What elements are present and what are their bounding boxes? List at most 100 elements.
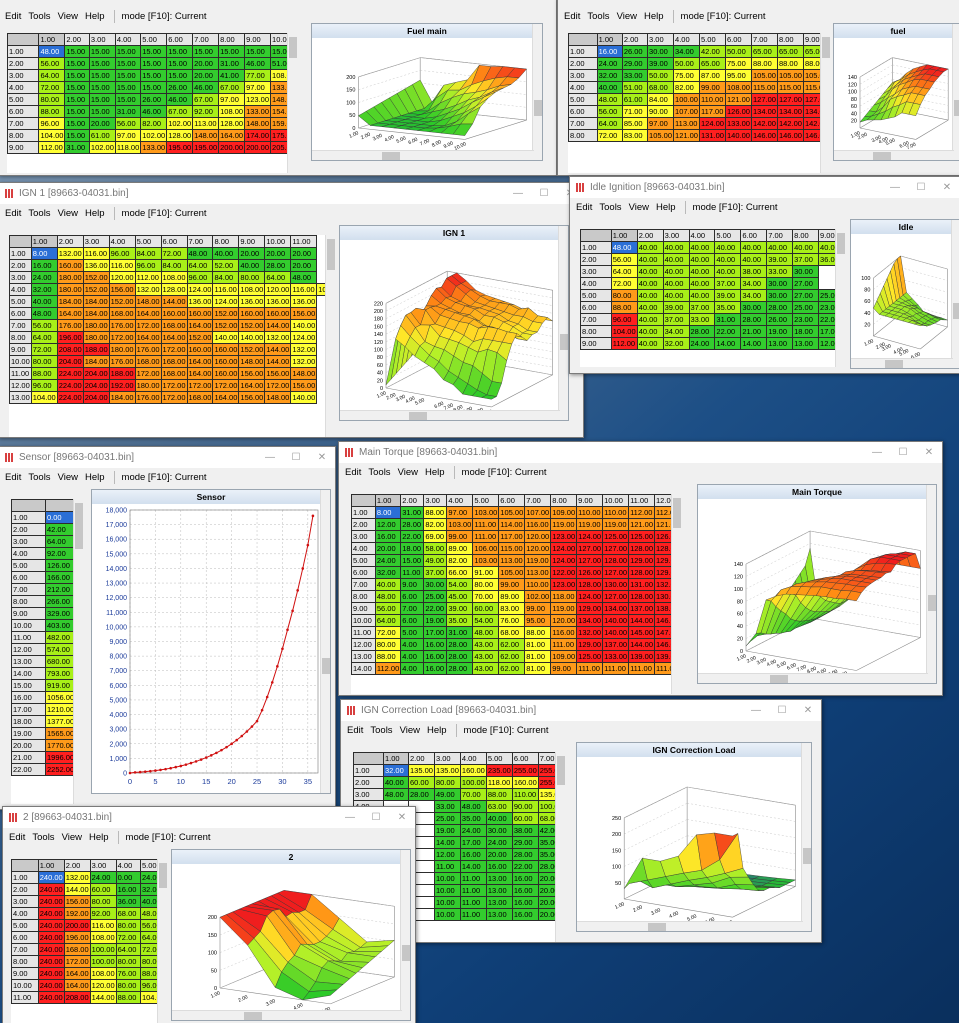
column-header[interactable]: 3.00 xyxy=(647,33,675,46)
column-header[interactable]: 3.00 xyxy=(423,494,448,507)
corner-cell[interactable] xyxy=(11,859,39,872)
table-cell[interactable]: 14.00 xyxy=(714,337,742,350)
row-header[interactable]: 5.00 xyxy=(11,559,46,572)
table-cell[interactable]: 97.00 xyxy=(244,81,272,94)
table-cell[interactable]: 46.00 xyxy=(244,57,272,70)
column-header[interactable]: 1.00 xyxy=(30,235,58,248)
row-header[interactable]: 2.00 xyxy=(11,883,39,896)
table-cell[interactable]: 13.00 xyxy=(485,872,513,885)
minimize-button[interactable]: — xyxy=(345,812,355,823)
table-cell[interactable]: 113.00 xyxy=(524,566,552,579)
table-cell[interactable]: 125.00 xyxy=(602,530,630,543)
table-cell[interactable]: 131.00 xyxy=(699,129,726,142)
window-title-bar[interactable]: IGN Correction Load [89663-04031.bin] — ☐ ✕ xyxy=(341,700,821,721)
table-cell[interactable]: 129.00 xyxy=(576,638,604,651)
table-cell[interactable]: 7.00 xyxy=(400,602,425,615)
row-header[interactable]: 21.00 xyxy=(11,751,46,764)
table-cell[interactable]: 16.00 xyxy=(115,883,141,896)
table-cell[interactable]: 14.00 xyxy=(740,337,768,350)
table-cell[interactable]: 85.00 xyxy=(621,117,649,130)
table-cell[interactable]: 128.00 xyxy=(218,117,246,130)
table-cell[interactable]: 16.00 xyxy=(423,650,448,663)
corner-cell[interactable] xyxy=(7,33,40,46)
table-cell[interactable]: 70.00 xyxy=(472,590,500,603)
table-cell[interactable]: 128.00 xyxy=(602,554,630,567)
table-cell[interactable]: 60.00 xyxy=(511,812,539,825)
table-cell[interactable]: 5.00 xyxy=(400,626,425,639)
column-header[interactable]: 3.00 xyxy=(88,33,116,46)
table-cell[interactable]: 133.00 xyxy=(140,141,168,154)
table-cell[interactable]: 15.00 xyxy=(140,45,168,58)
column-header[interactable]: 2.00 xyxy=(621,33,649,46)
table-cell[interactable]: 110.00 xyxy=(602,506,630,519)
table-cell[interactable]: 46.00 xyxy=(140,105,168,118)
table-cell[interactable]: 135.00 xyxy=(408,764,435,777)
table-cell[interactable]: 62.00 xyxy=(498,650,526,663)
table-cell[interactable]: 152.00 xyxy=(186,331,214,344)
table-cell[interactable]: 200.00 xyxy=(218,141,246,154)
row-header[interactable]: 6.00 xyxy=(568,105,598,118)
table-cell[interactable]: 152.00 xyxy=(212,307,240,320)
menu-tools[interactable]: Tools xyxy=(599,201,622,213)
chart-vertical-scrollbar[interactable] xyxy=(400,850,410,1020)
row-header[interactable]: 5.00 xyxy=(11,919,39,932)
corner-cell[interactable] xyxy=(11,499,46,512)
table-cell[interactable]: 266.00 xyxy=(45,595,80,608)
minimize-button[interactable]: — xyxy=(751,705,761,716)
table-cell[interactable]: 172.00 xyxy=(134,319,162,332)
row-header[interactable]: 3.00 xyxy=(9,271,32,284)
table-cell[interactable]: 128.00 xyxy=(628,590,656,603)
table-cell[interactable]: 11.00 xyxy=(459,884,487,897)
table-cell[interactable]: 10.00 xyxy=(433,896,461,909)
table-cell[interactable]: 97.00 xyxy=(218,93,246,106)
table-cell[interactable]: 160.00 xyxy=(264,307,292,320)
row-header[interactable]: 5.00 xyxy=(7,93,40,106)
table-cell[interactable]: 56.00 xyxy=(596,105,623,118)
table-cell[interactable]: 28.00 xyxy=(446,650,474,663)
table-cell[interactable]: 235.00 xyxy=(485,764,513,777)
table-cell[interactable]: 35.00 xyxy=(459,812,487,825)
table-cell[interactable]: 140.00 xyxy=(290,319,318,332)
table-cell[interactable]: 121.00 xyxy=(673,129,701,142)
table-cell[interactable]: 40.00 xyxy=(30,295,58,308)
menu-tools[interactable]: Tools xyxy=(370,724,393,736)
column-header[interactable]: 10.00 xyxy=(264,235,292,248)
table-cell[interactable]: 116.00 xyxy=(108,259,136,272)
table-cell[interactable]: 6.00 xyxy=(400,590,425,603)
table-cell[interactable]: 41.00 xyxy=(218,69,246,82)
row-header[interactable]: 9.00 xyxy=(580,337,612,350)
row-header[interactable]: 7.00 xyxy=(7,117,40,130)
table-cell[interactable]: 26.00 xyxy=(621,45,649,58)
table-cell[interactable]: 144.00 xyxy=(160,295,188,308)
table-cell[interactable]: 119.00 xyxy=(524,554,552,567)
table-cell[interactable]: 168.00 xyxy=(160,319,188,332)
maximize-button[interactable]: ☐ xyxy=(777,705,787,716)
table-cell[interactable]: 172.00 xyxy=(134,367,162,380)
table-cell[interactable]: 116.00 xyxy=(89,919,117,932)
table-cell[interactable]: 39.00 xyxy=(714,289,742,302)
table-cell[interactable]: 160.00 xyxy=(186,343,214,356)
table-cell[interactable]: 15.00 xyxy=(114,69,142,82)
table-cell[interactable]: 75.00 xyxy=(725,57,752,70)
table-cell[interactable]: 108.00 xyxy=(218,105,246,118)
table-cell[interactable]: 164.00 xyxy=(218,129,246,142)
table-cell[interactable]: 40.00 xyxy=(212,247,240,260)
table-cell[interactable]: 48.00 xyxy=(290,271,318,284)
table-cell[interactable]: 65.00 xyxy=(750,45,778,58)
table-cell[interactable]: 176.00 xyxy=(134,343,162,356)
scrollbar-thumb[interactable] xyxy=(381,152,400,160)
row-header[interactable]: 16.00 xyxy=(11,691,46,704)
table-cell[interactable]: 32.00 xyxy=(30,283,58,296)
table-cell[interactable]: 180.00 xyxy=(56,283,84,296)
table-cell[interactable]: 195.00 xyxy=(166,141,194,154)
menu-help[interactable]: Help xyxy=(655,201,676,213)
map-table-pane[interactable]: 1.00 2.00 3.00 4.00 5.00 6.00 7.00 8.00 9.00 10.0… xyxy=(9,235,335,437)
row-header[interactable]: 8.00 xyxy=(351,590,376,603)
row-header[interactable]: 1.00 xyxy=(568,45,598,58)
table-cell[interactable]: 20.00 xyxy=(290,259,318,272)
close-button[interactable]: ✕ xyxy=(942,182,952,193)
table-cell[interactable]: 136.00 xyxy=(82,259,110,272)
table-cell[interactable]: 8.00 xyxy=(374,506,402,519)
column-header[interactable]: 1.00 xyxy=(383,752,409,765)
table-cell[interactable]: 133.00 xyxy=(725,117,752,130)
